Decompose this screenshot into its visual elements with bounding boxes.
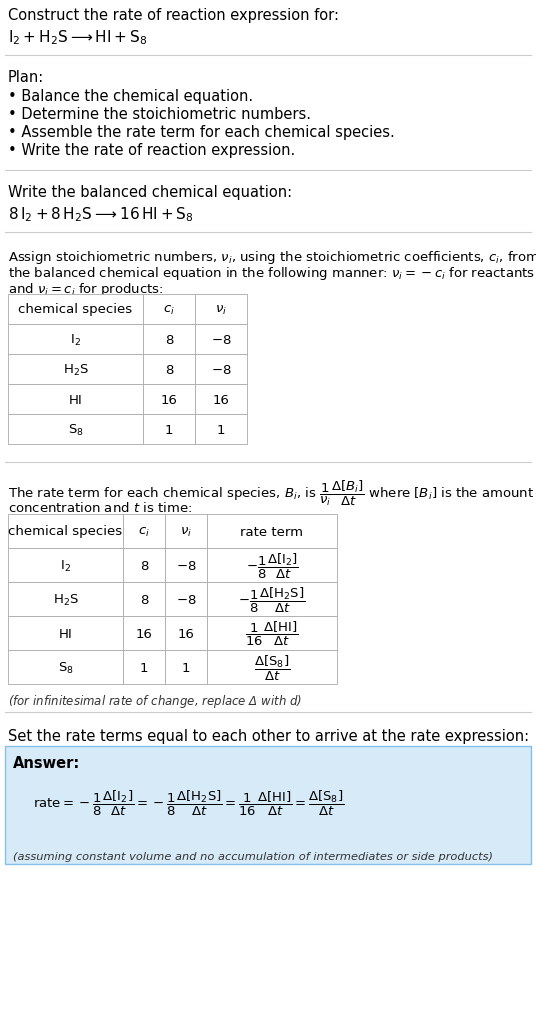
Bar [8, 616, 123, 650]
Text: 16: 16 [136, 627, 152, 640]
Text: $\dfrac{1}{16}\dfrac{\Delta[\mathrm{HI}]}{\Delta t}$: $\dfrac{1}{16}\dfrac{\Delta[\mathrm{HI}]… [245, 620, 299, 647]
Text: 1: 1 [217, 423, 225, 436]
Bar [207, 583, 337, 616]
Bar [195, 384, 247, 415]
Text: rate term: rate term [241, 525, 303, 538]
Bar [8, 325, 143, 355]
Text: 8: 8 [165, 363, 173, 376]
Text: $\nu_i$: $\nu_i$ [215, 304, 227, 316]
FancyBboxPatch shape [5, 746, 531, 864]
Bar [143, 415, 195, 444]
Bar [195, 415, 247, 444]
Text: $\mathrm{I_2 + H_2S \longrightarrow HI + S_8}$: $\mathrm{I_2 + H_2S \longrightarrow HI +… [8, 28, 147, 47]
Bar [143, 355, 195, 384]
Text: 8: 8 [140, 559, 148, 572]
Text: The rate term for each chemical species, $B_i$, is $\dfrac{1}{\nu_i}\dfrac{\Delt: The rate term for each chemical species,… [8, 479, 534, 507]
Bar [143, 325, 195, 355]
Bar [8, 384, 143, 415]
Text: $\dfrac{\Delta[\mathrm{S_8}]}{\Delta t}$: $\dfrac{\Delta[\mathrm{S_8}]}{\Delta t}$ [254, 653, 290, 682]
Bar [165, 515, 207, 548]
Text: 16: 16 [177, 627, 195, 640]
Text: $\nu_i$: $\nu_i$ [180, 525, 192, 538]
Bar [123, 515, 165, 548]
Text: $\mathrm{S_8}$: $\mathrm{S_8}$ [68, 422, 84, 437]
Bar [8, 583, 123, 616]
Bar [165, 616, 207, 650]
Text: $-\dfrac{1}{8}\dfrac{\Delta[\mathrm{I_2}]}{\Delta t}$: $-\dfrac{1}{8}\dfrac{\Delta[\mathrm{I_2}… [245, 551, 299, 580]
Text: $\mathrm{I_2}$: $\mathrm{I_2}$ [60, 558, 71, 573]
Text: $-8$: $-8$ [176, 559, 196, 572]
Text: and $\nu_i = c_i$ for products:: and $\nu_i = c_i$ for products: [8, 280, 163, 298]
Text: (assuming constant volume and no accumulation of intermediates or side products): (assuming constant volume and no accumul… [13, 851, 493, 861]
Bar [8, 294, 143, 325]
Bar [207, 650, 337, 685]
Text: • Balance the chemical equation.: • Balance the chemical equation. [8, 89, 253, 104]
Text: Write the balanced chemical equation:: Write the balanced chemical equation: [8, 184, 292, 200]
Text: $\mathrm{H_2S}$: $\mathrm{H_2S}$ [63, 362, 88, 377]
Bar [123, 650, 165, 685]
Text: Assign stoichiometric numbers, $\nu_i$, using the stoichiometric coefficients, $: Assign stoichiometric numbers, $\nu_i$, … [8, 249, 536, 266]
Text: • Determine the stoichiometric numbers.: • Determine the stoichiometric numbers. [8, 107, 311, 122]
Text: 8: 8 [140, 593, 148, 606]
Bar [165, 650, 207, 685]
Bar [8, 355, 143, 384]
Text: $\mathrm{HI}$: $\mathrm{HI}$ [58, 627, 73, 640]
Bar [143, 294, 195, 325]
Text: $\mathrm{I_2}$: $\mathrm{I_2}$ [70, 332, 81, 347]
Text: $-8$: $-8$ [211, 363, 232, 376]
Text: $8\,\mathrm{I_2} + 8\,\mathrm{H_2S} \longrightarrow 16\,\mathrm{HI} + \mathrm{S_: $8\,\mathrm{I_2} + 8\,\mathrm{H_2S} \lon… [8, 205, 193, 223]
Bar [207, 616, 337, 650]
Text: Construct the rate of reaction expression for:: Construct the rate of reaction expressio… [8, 8, 339, 23]
Bar [195, 355, 247, 384]
Bar [207, 548, 337, 583]
Text: • Assemble the rate term for each chemical species.: • Assemble the rate term for each chemic… [8, 125, 394, 140]
Text: chemical species: chemical species [9, 525, 123, 538]
Text: 16: 16 [161, 393, 177, 407]
Text: Plan:: Plan: [8, 70, 44, 85]
Text: 1: 1 [140, 661, 148, 674]
Text: (for infinitesimal rate of change, replace Δ with $d$): (for infinitesimal rate of change, repla… [8, 692, 302, 709]
Text: $-8$: $-8$ [176, 593, 196, 606]
Bar [8, 515, 123, 548]
Bar [165, 583, 207, 616]
Text: $c_i$: $c_i$ [163, 304, 175, 316]
Text: $\mathrm{HI}$: $\mathrm{HI}$ [68, 393, 83, 407]
Text: 8: 8 [165, 333, 173, 346]
Text: Answer:: Answer: [13, 755, 80, 770]
Bar [165, 548, 207, 583]
Bar [207, 515, 337, 548]
Text: $-\dfrac{1}{8}\dfrac{\Delta[\mathrm{H_2S}]}{\Delta t}$: $-\dfrac{1}{8}\dfrac{\Delta[\mathrm{H_2S… [239, 585, 306, 614]
Text: • Write the rate of reaction expression.: • Write the rate of reaction expression. [8, 143, 295, 158]
Bar [8, 548, 123, 583]
Text: 1: 1 [165, 423, 173, 436]
Bar [8, 650, 123, 685]
Text: $\mathrm{rate} = -\dfrac{1}{8}\dfrac{\Delta[\mathrm{I_2}]}{\Delta t} = -\dfrac{1: $\mathrm{rate} = -\dfrac{1}{8}\dfrac{\De… [33, 789, 345, 817]
Bar [195, 294, 247, 325]
Text: Set the rate terms equal to each other to arrive at the rate expression:: Set the rate terms equal to each other t… [8, 729, 529, 743]
Bar [143, 384, 195, 415]
Text: concentration and $t$ is time:: concentration and $t$ is time: [8, 500, 192, 515]
Bar [8, 415, 143, 444]
Bar [123, 616, 165, 650]
Text: $c_i$: $c_i$ [138, 525, 150, 538]
Text: chemical species: chemical species [18, 304, 132, 316]
Text: $-8$: $-8$ [211, 333, 232, 346]
Text: $\mathrm{S_8}$: $\mathrm{S_8}$ [57, 660, 73, 675]
Bar [123, 583, 165, 616]
Text: 16: 16 [213, 393, 229, 407]
Bar [195, 325, 247, 355]
Text: the balanced chemical equation in the following manner: $\nu_i = -c_i$ for react: the balanced chemical equation in the fo… [8, 265, 535, 281]
Bar [123, 548, 165, 583]
Text: $\mathrm{H_2S}$: $\mathrm{H_2S}$ [53, 592, 78, 607]
Text: 1: 1 [182, 661, 190, 674]
